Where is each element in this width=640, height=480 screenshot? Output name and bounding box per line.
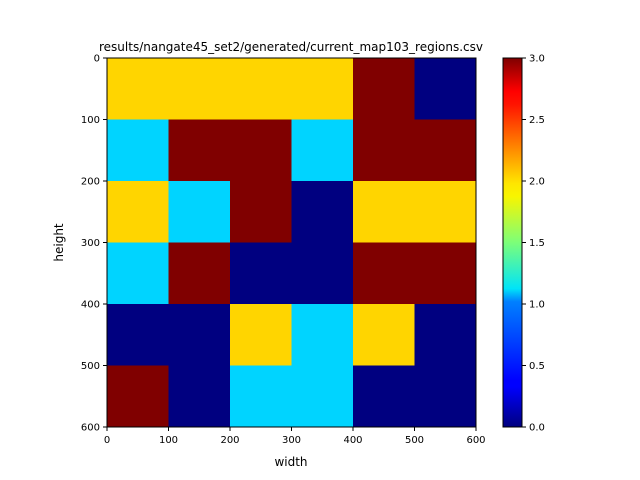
heatmap-cell xyxy=(168,304,231,366)
heatmap-cell xyxy=(230,365,292,428)
heatmap-cell xyxy=(107,119,169,182)
heatmap-cell xyxy=(168,242,231,305)
heatmap-cell xyxy=(230,119,292,182)
heatmap-cells xyxy=(107,58,477,428)
heatmap-cell xyxy=(353,181,415,243)
x-axis-ticks: 0 100 200 300 400 500 600 xyxy=(104,427,486,446)
y-tick-label: 400 xyxy=(81,300,100,311)
heatmap-cell xyxy=(291,242,354,305)
heatmap-cell xyxy=(414,58,477,120)
heatmap-cell xyxy=(353,365,415,428)
chart-title: results/nangate45_set2/generated/current… xyxy=(99,40,483,54)
heatmap-cell xyxy=(107,304,169,366)
heatmap-cell xyxy=(168,365,231,428)
x-axis-label: width xyxy=(274,455,307,469)
colorbar-tick-label: 3.0 xyxy=(529,54,545,65)
x-tick-label: 600 xyxy=(466,435,485,446)
x-tick-label: 400 xyxy=(343,435,362,446)
colorbar xyxy=(502,57,523,428)
heatmap-cell xyxy=(414,119,477,182)
heatmap-cell xyxy=(291,304,354,366)
heatmap-cell xyxy=(353,304,415,366)
heatmap-cell xyxy=(168,119,231,182)
heatmap-cell xyxy=(353,242,415,305)
heatmap-cell xyxy=(291,181,354,243)
x-tick-label: 0 xyxy=(104,435,110,446)
y-tick-label: 500 xyxy=(81,361,100,372)
heatmap-cell xyxy=(168,181,231,243)
y-tick-label: 300 xyxy=(81,238,100,249)
heatmap-cell xyxy=(353,119,415,182)
x-tick-label: 300 xyxy=(282,435,301,446)
heatmap-cell xyxy=(230,58,292,120)
heatmap-cell xyxy=(107,58,169,120)
colorbar-tick-label: 2.5 xyxy=(529,115,545,126)
y-axis-label: height xyxy=(52,223,66,262)
colorbar-tick-label: 0.0 xyxy=(529,423,545,434)
colorbar-tick-label: 0.5 xyxy=(529,361,545,372)
colorbar-tick-label: 1.0 xyxy=(529,300,545,311)
y-tick-label: 0 xyxy=(94,54,100,65)
y-tick-label: 100 xyxy=(81,115,100,126)
y-axis-ticks: 0 100 200 300 400 500 600 xyxy=(81,54,107,434)
heatmap-cell xyxy=(230,242,292,305)
heatmap-cell xyxy=(414,181,477,243)
heatmap-cell xyxy=(230,304,292,366)
colorbar-tick-label: 2.0 xyxy=(529,177,545,188)
y-tick-label: 200 xyxy=(81,177,100,188)
heatmap-cell xyxy=(291,119,354,182)
heatmap-cell xyxy=(107,181,169,243)
heatmap-cell xyxy=(414,242,477,305)
colorbar-ticks: 0.0 0.5 1.0 1.5 2.0 2.5 3.0 xyxy=(522,54,545,434)
heatmap-cell xyxy=(414,304,477,366)
heatmap-cell xyxy=(230,181,292,243)
heatmap-cell xyxy=(353,58,415,120)
colorbar-tick-label: 1.5 xyxy=(529,238,545,249)
x-tick-label: 100 xyxy=(159,435,178,446)
y-tick-label: 600 xyxy=(81,423,100,434)
heatmap-cell xyxy=(291,365,354,428)
heatmap-cell xyxy=(291,58,354,120)
heatmap-cell xyxy=(414,365,477,428)
heatmap-cell xyxy=(107,365,169,428)
heatmap-cell xyxy=(168,58,231,120)
x-tick-label: 500 xyxy=(405,435,424,446)
heatmap-cell xyxy=(107,242,169,305)
x-tick-label: 200 xyxy=(220,435,239,446)
